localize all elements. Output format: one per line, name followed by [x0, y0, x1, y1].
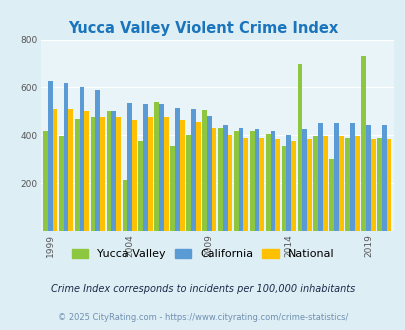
Bar [116, 117, 121, 231]
Bar [79, 87, 84, 231]
Bar [90, 117, 95, 231]
Bar [233, 131, 238, 231]
Bar [154, 102, 159, 231]
Bar [195, 122, 200, 231]
Bar [43, 131, 48, 231]
Bar [344, 138, 349, 231]
Bar [265, 134, 270, 231]
Bar [333, 123, 338, 231]
Text: © 2025 CityRating.com - https://www.cityrating.com/crime-statistics/: © 2025 CityRating.com - https://www.city… [58, 313, 347, 322]
Bar [132, 120, 136, 231]
Bar [360, 56, 365, 231]
Bar [286, 135, 290, 231]
Bar [249, 131, 254, 231]
Bar [328, 159, 333, 231]
Bar [175, 108, 179, 231]
Text: Yucca Valley Violent Crime Index: Yucca Valley Violent Crime Index [68, 21, 337, 36]
Bar [100, 117, 105, 231]
Bar [290, 141, 295, 231]
Bar [170, 146, 175, 231]
Bar [59, 137, 64, 231]
Bar [111, 112, 116, 231]
Bar [202, 110, 207, 231]
Bar [186, 135, 190, 231]
Bar [48, 82, 52, 231]
Bar [127, 103, 132, 231]
Bar [107, 112, 111, 231]
Bar [164, 117, 168, 231]
Bar [275, 139, 279, 231]
Bar [322, 137, 327, 231]
Bar [122, 180, 127, 231]
Bar [270, 131, 275, 231]
Bar [386, 139, 390, 231]
Bar [243, 138, 247, 231]
Bar [179, 120, 184, 231]
Bar [370, 139, 375, 231]
Bar [207, 116, 211, 231]
Bar [217, 128, 222, 231]
Bar [297, 64, 302, 231]
Bar [138, 141, 143, 231]
Bar [313, 137, 318, 231]
Bar [254, 129, 259, 231]
Bar [52, 109, 57, 231]
Bar [148, 117, 152, 231]
Bar [190, 109, 195, 231]
Bar [68, 109, 73, 231]
Bar [338, 137, 343, 231]
Bar [211, 128, 216, 231]
Bar [302, 129, 306, 231]
Bar [259, 138, 264, 231]
Text: Crime Index corresponds to incidents per 100,000 inhabitants: Crime Index corresponds to incidents per… [51, 284, 354, 294]
Bar [159, 104, 164, 231]
Bar [64, 83, 68, 231]
Bar [84, 112, 89, 231]
Bar [354, 137, 359, 231]
Legend: Yucca Valley, California, National: Yucca Valley, California, National [67, 244, 338, 263]
Bar [306, 139, 311, 231]
Bar [376, 138, 381, 231]
Bar [365, 124, 370, 231]
Bar [281, 146, 286, 231]
Bar [318, 123, 322, 231]
Bar [227, 135, 232, 231]
Bar [222, 124, 227, 231]
Bar [95, 90, 100, 231]
Bar [349, 123, 354, 231]
Bar [381, 124, 386, 231]
Bar [143, 104, 148, 231]
Bar [238, 128, 243, 231]
Bar [75, 118, 79, 231]
